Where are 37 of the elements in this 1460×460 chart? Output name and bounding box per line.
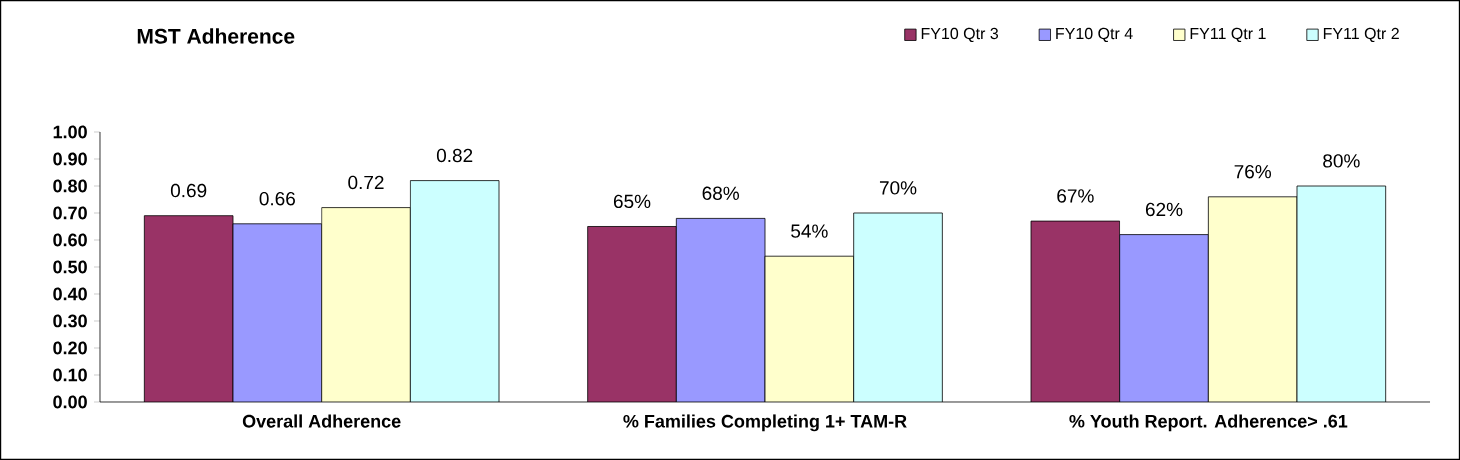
legend-label: FY10 Qtr 4	[1056, 27, 1133, 43]
y-tick-label: 0.90	[53, 152, 87, 166]
data-label: 0.82	[436, 148, 473, 163]
legend-label: FY10 Qtr 3	[921, 27, 999, 43]
y-tick-label: 0.10	[53, 368, 87, 382]
data-label: 68%	[702, 186, 740, 200]
data-label: 62%	[1145, 202, 1183, 217]
bar	[233, 223, 322, 402]
y-tick-label: 0.20	[53, 341, 87, 355]
x-tick-label: % Youth Report. Adherence> .61	[1069, 414, 1348, 432]
y-tick-label: 0.30	[53, 314, 87, 328]
y-tick-label: 0.70	[53, 206, 87, 220]
x-tick-label: Overall Adherence	[242, 414, 401, 428]
data-label: 0.69	[170, 183, 207, 198]
bar	[765, 256, 854, 402]
legend-label: FY11 Qtr 1	[1190, 27, 1266, 43]
legend-label: FY11 Qtr 2	[1323, 27, 1399, 43]
bar	[676, 218, 766, 402]
data-label: 65%	[613, 194, 651, 209]
data-label: 0.66	[259, 191, 295, 206]
y-tick-label: 0.60	[53, 233, 87, 247]
y-tick-label: 0.40	[53, 287, 87, 301]
bar	[1119, 234, 1209, 402]
data-label: 0.72	[348, 175, 384, 190]
y-tick-label: 0.00	[53, 395, 87, 409]
chart-title: MST Adherence	[137, 28, 295, 44]
data-label: 76%	[1234, 164, 1272, 179]
data-label: 67%	[1057, 189, 1094, 203]
y-tick-label: 0.50	[53, 260, 87, 274]
x-tick-label: % Families Completing 1+ TAM-R	[623, 414, 907, 432]
y-tick-label: 1.00	[53, 125, 87, 139]
y-tick-label: 0.80	[53, 179, 87, 193]
bar	[1207, 196, 1298, 402]
data-label: 80%	[1323, 154, 1360, 168]
data-label: 70%	[879, 181, 917, 195]
data-label: 54%	[791, 224, 828, 238]
bar	[321, 207, 411, 402]
